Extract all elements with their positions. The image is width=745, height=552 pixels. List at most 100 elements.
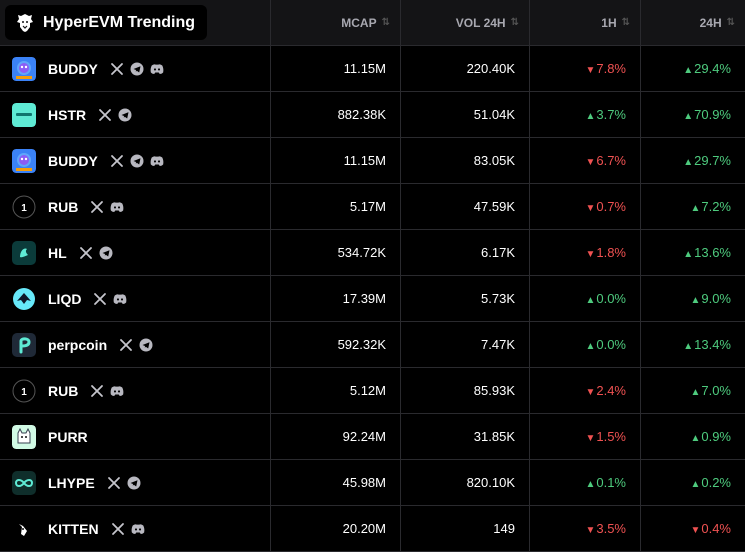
table-row[interactable]: PURR 92.24M 31.85K ▼1.5% ▲0.9% (0, 414, 745, 460)
triangle-down-icon: ▼ (585, 65, 596, 76)
title-badge[interactable]: HyperEVM Trending (5, 5, 207, 40)
table-row[interactable]: HSTR 882.38K 51.04K ▲3.7% ▲70.9% (0, 92, 745, 138)
token-cell[interactable]: BUDDY (0, 138, 271, 183)
token-symbol[interactable]: perpcoin (48, 336, 108, 353)
change-24h-cell: ▲70.9% (641, 92, 745, 137)
x-icon[interactable] (111, 522, 125, 536)
token-symbol[interactable]: LIQD (48, 290, 82, 307)
triangle-down-icon: ▼ (585, 433, 596, 444)
x-icon[interactable] (107, 476, 121, 490)
token-symbol[interactable]: HL (48, 244, 67, 261)
x-icon[interactable] (90, 200, 104, 214)
x-icon[interactable] (90, 384, 104, 398)
triangle-down-icon: ▼ (585, 249, 596, 260)
volume-value: 31.85K (473, 429, 515, 444)
token-symbol[interactable]: BUDDY (48, 60, 98, 77)
change-value: ▲0.1% (585, 475, 626, 490)
discord-icon[interactable] (131, 522, 145, 536)
token-cell[interactable]: 1 RUB (0, 184, 271, 229)
token-symbol[interactable]: LHYPE (48, 474, 95, 491)
x-icon[interactable] (93, 292, 107, 306)
change-percent: 0.0% (596, 337, 626, 352)
token-cell[interactable]: perpcoin (0, 322, 271, 367)
telegram-icon[interactable] (127, 476, 141, 490)
telegram-icon[interactable] (130, 62, 144, 76)
x-icon[interactable] (110, 154, 124, 168)
social-links (107, 476, 141, 490)
column-header-24h[interactable]: 24H ⇅ (641, 0, 745, 45)
token-symbol[interactable]: RUB (48, 198, 79, 215)
token-cell[interactable]: 1 RUB (0, 368, 271, 413)
change-value: ▲7.0% (690, 383, 731, 398)
token-symbol[interactable]: BUDDY (48, 152, 98, 169)
column-header-mcap[interactable]: MCAP ⇅ (271, 0, 401, 45)
change-percent: 7.2% (701, 199, 731, 214)
token-cell[interactable]: BUDDY (0, 46, 271, 91)
social-links (90, 200, 124, 214)
change-24h-cell: ▲0.2% (641, 460, 745, 505)
kitten-logo-icon (12, 516, 36, 541)
telegram-icon[interactable] (130, 154, 144, 168)
table-row[interactable]: perpcoin 592.32K 7.47K ▲0.0% ▲13.4% (0, 322, 745, 368)
x-icon[interactable] (98, 108, 112, 122)
x-icon[interactable] (119, 338, 133, 352)
volume-cell: 83.05K (401, 138, 530, 183)
change-percent: 7.8% (596, 61, 626, 76)
mcap-cell: 592.32K (271, 322, 401, 367)
token-cell[interactable]: HSTR (0, 92, 271, 137)
table-row[interactable]: BUDDY 11.15M 220.40K ▼7.8% ▲29.4% (0, 46, 745, 92)
change-value: ▲9.0% (690, 291, 731, 306)
telegram-icon[interactable] (99, 246, 113, 260)
table-row[interactable]: LIQD 17.39M 5.73K ▲0.0% ▲9.0% (0, 276, 745, 322)
discord-icon[interactable] (110, 384, 124, 398)
token-symbol[interactable]: HSTR (48, 106, 87, 123)
volume-cell: 5.73K (401, 276, 530, 321)
change-percent: 3.5% (596, 521, 626, 536)
buddy-logo-icon (12, 56, 36, 81)
telegram-icon[interactable] (139, 338, 153, 352)
discord-icon[interactable] (113, 292, 127, 306)
x-icon[interactable] (110, 62, 124, 76)
hstr-logo-icon (12, 102, 36, 127)
token-cell[interactable]: LIQD (0, 276, 271, 321)
column-label: VOL 24H (455, 15, 506, 30)
volume-cell: 31.85K (401, 414, 530, 459)
volume-value: 51.04K (473, 107, 515, 122)
token-symbol[interactable]: KITTEN (48, 520, 99, 537)
change-percent: 13.4% (694, 337, 731, 352)
column-header-1h[interactable]: 1H ⇅ (530, 0, 641, 45)
table-row[interactable]: KITTEN 20.20M 149 ▼3.5% ▼0.4% (0, 506, 745, 552)
rub-logo-icon: 1 (12, 379, 36, 403)
table-row[interactable]: 1 RUB 5.12M 85.93K ▼2.4% ▲7.0% (0, 368, 745, 414)
volume-value: 85.93K (473, 383, 515, 398)
change-value: ▼2.4% (585, 383, 626, 398)
change-value: ▲3.7% (585, 107, 626, 122)
table-row[interactable]: 1 RUB 5.17M 47.59K ▼0.7% ▲7.2% (0, 184, 745, 230)
token-symbol[interactable]: PURR (48, 428, 88, 445)
change-percent: 29.4% (694, 61, 731, 76)
mcap-cell: 17.39M (271, 276, 401, 321)
discord-icon[interactable] (150, 62, 164, 76)
discord-icon[interactable] (110, 200, 124, 214)
telegram-icon[interactable] (118, 108, 132, 122)
discord-icon[interactable] (150, 154, 164, 168)
column-header-vol-24h[interactable]: VOL 24H ⇅ (401, 0, 530, 45)
table-row[interactable]: LHYPE 45.98M 820.10K ▲0.1% ▲0.2% (0, 460, 745, 506)
change-24h-cell: ▲29.4% (641, 46, 745, 91)
token-cell[interactable]: LHYPE (0, 460, 271, 505)
mcap-value: 882.38K (337, 107, 386, 122)
token-cell[interactable]: KITTEN (0, 506, 271, 551)
change-1h-cell: ▼3.5% (530, 506, 641, 551)
mcap-cell: 882.38K (271, 92, 401, 137)
token-symbol[interactable]: RUB (48, 382, 79, 399)
volume-value: 149 (493, 521, 515, 536)
x-icon[interactable] (79, 246, 93, 260)
change-1h-cell: ▼1.8% (530, 230, 641, 275)
change-percent: 6.7% (596, 153, 626, 168)
table-row[interactable]: BUDDY 11.15M 83.05K ▼6.7% ▲29.7% (0, 138, 745, 184)
token-cell[interactable]: HL (0, 230, 271, 275)
social-links (98, 108, 132, 122)
table-row[interactable]: HL 534.72K 6.17K ▼1.8% ▲13.6% (0, 230, 745, 276)
triangle-down-icon: ▼ (585, 387, 596, 398)
token-cell[interactable]: PURR (0, 414, 271, 459)
